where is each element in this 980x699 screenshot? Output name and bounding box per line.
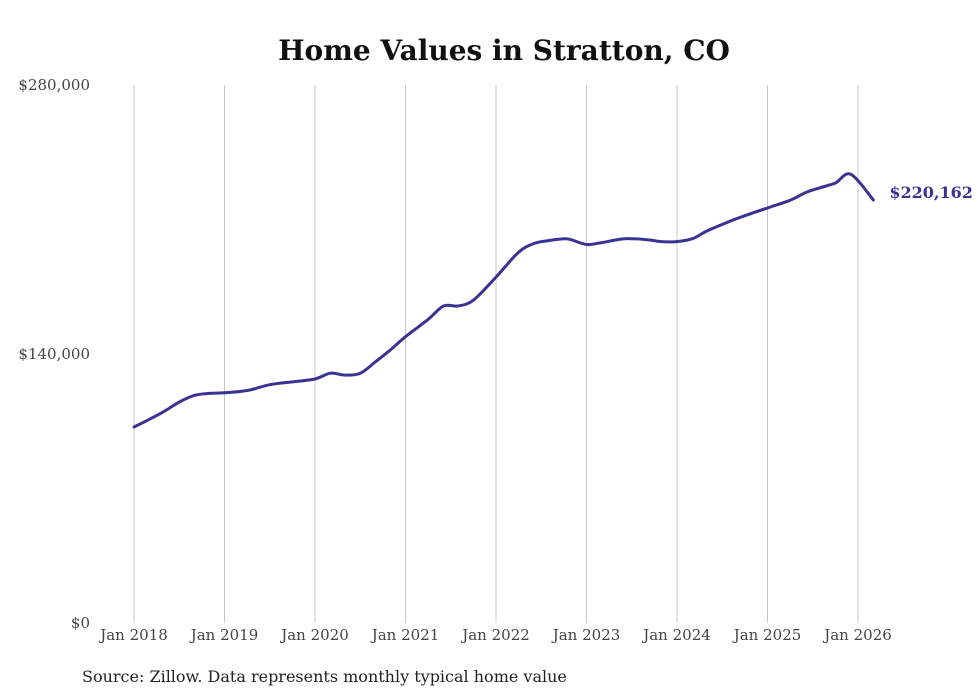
x-tick-label: Jan 2026 xyxy=(822,626,892,644)
y-tick-label: $280,000 xyxy=(18,76,90,94)
x-tick-label: Jan 2020 xyxy=(279,626,349,644)
y-axis-ticks: $0 $140,000 $280,000 xyxy=(18,76,90,632)
x-tick-label: Jan 2018 xyxy=(98,626,168,644)
x-axis-ticks: Jan 2018 Jan 2019 Jan 2020 Jan 2021 Jan 2022… xyxy=(98,626,892,644)
series-group xyxy=(132,172,875,429)
grid xyxy=(133,85,859,623)
source-note: Source: Zillow. Data represents monthly … xyxy=(82,667,567,686)
end-value-label: $220,162 xyxy=(889,183,973,202)
x-tick-label: Jan 2023 xyxy=(551,626,621,644)
x-tick-label: Jan 2022 xyxy=(460,626,530,644)
x-tick-label: Jan 2019 xyxy=(189,626,259,644)
chart-title: Home Values in Stratton, CO xyxy=(278,34,730,67)
x-tick-label: Jan 2025 xyxy=(732,626,802,644)
x-tick-label: Jan 2021 xyxy=(370,626,440,644)
series-line xyxy=(132,172,875,429)
y-tick-label: $140,000 xyxy=(18,345,90,363)
x-tick-label: Jan 2024 xyxy=(641,626,711,644)
y-tick-label: $0 xyxy=(71,614,90,632)
